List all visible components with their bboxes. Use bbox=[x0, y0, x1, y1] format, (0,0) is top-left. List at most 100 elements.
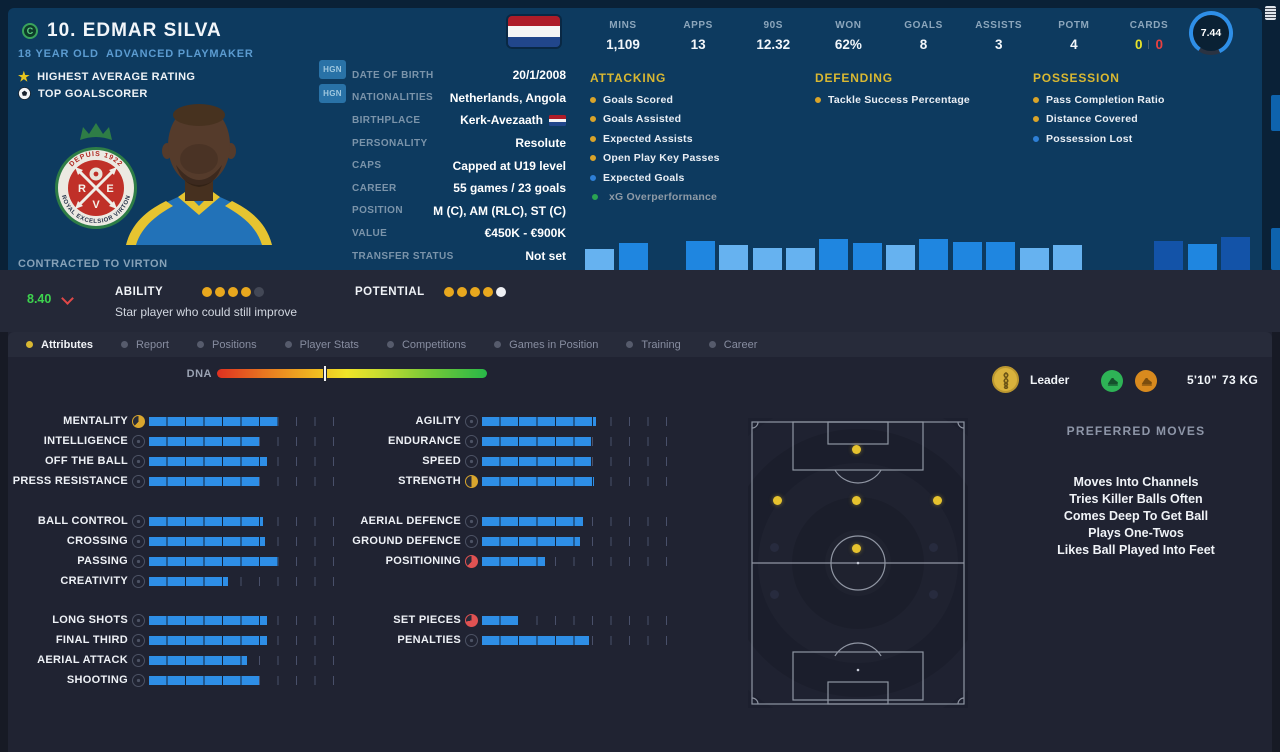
gold-rating-dot bbox=[470, 287, 480, 297]
side-tab[interactable] bbox=[1271, 228, 1280, 270]
gold-ring-bullet-icon bbox=[1033, 116, 1039, 123]
form-square[interactable] bbox=[719, 245, 748, 270]
metric-item[interactable]: xG Overperformance bbox=[590, 188, 720, 208]
stat-mins: MINS 1,109 bbox=[586, 14, 660, 58]
blue-ring-bullet-icon bbox=[590, 174, 596, 181]
form-square[interactable] bbox=[986, 242, 1015, 270]
attribute-bar bbox=[482, 536, 667, 546]
detail-value-text: Netherlands, Angola bbox=[449, 90, 566, 105]
badge-monogram-e: E bbox=[106, 183, 113, 195]
preferred-moves-panel: PREFERRED MOVES Moves Into Channels Tries… bbox=[1008, 424, 1264, 559]
form-square[interactable] bbox=[953, 242, 982, 270]
attribute-label: ENDURANCE bbox=[388, 435, 461, 447]
player-height: 5'10" bbox=[1187, 373, 1218, 387]
attribute-row: CREATIVITY bbox=[8, 571, 334, 591]
stat-cards: CARDS 0 0 bbox=[1112, 14, 1186, 58]
list-icon[interactable] bbox=[1265, 6, 1276, 20]
tab-training[interactable]: Training bbox=[612, 332, 694, 357]
attribute-label: AERIAL ATTACK bbox=[37, 654, 128, 666]
attributes-column-left: MENTALITY INTELLIGENCE OFF THE BALL PRESS R… bbox=[8, 411, 334, 690]
tab-player-stats[interactable]: Player Stats bbox=[271, 332, 373, 357]
average-rating-value: 7.44 bbox=[1200, 27, 1222, 39]
metric-item[interactable]: Tackle Success Percentage bbox=[815, 90, 970, 110]
attributes-column-right: AGILITY ENDURANCE SPEED STRENGTH AERIAL DEFE… bbox=[341, 411, 667, 650]
form-square[interactable] bbox=[1188, 244, 1217, 270]
tab-dot-icon bbox=[626, 341, 634, 348]
metric-item[interactable]: Goals Assisted bbox=[590, 110, 720, 130]
metric-item[interactable]: Open Play Key Passes bbox=[590, 149, 720, 169]
attribute-gauge-icon bbox=[132, 534, 145, 548]
form-square[interactable] bbox=[1154, 241, 1183, 270]
form-square[interactable] bbox=[585, 249, 614, 270]
attribute-gauge-icon bbox=[465, 474, 478, 488]
form-square[interactable] bbox=[853, 243, 882, 270]
player-name: 10. EDMAR SILVA bbox=[47, 20, 222, 41]
attribute-bar-fill bbox=[149, 675, 260, 685]
tab-positions[interactable]: Positions bbox=[183, 332, 271, 357]
stat-label: WON bbox=[835, 20, 862, 31]
flag-stripe bbox=[549, 122, 566, 126]
stat-potm: POTM 4 bbox=[1037, 14, 1111, 58]
metric-item[interactable]: Expected Goals bbox=[590, 168, 720, 188]
metric-item[interactable]: Expected Assists bbox=[590, 129, 720, 149]
detail-label: DATE OF BIRTH bbox=[352, 69, 434, 81]
form-square[interactable] bbox=[819, 239, 848, 270]
numeric-rating: 8.40 bbox=[27, 292, 52, 306]
form-square[interactable] bbox=[886, 245, 915, 270]
stat-label: GOALS bbox=[904, 20, 943, 31]
badge-monogram-v: V bbox=[92, 199, 100, 211]
tab-report[interactable]: Report bbox=[107, 332, 183, 357]
detail-label: POSITION bbox=[352, 205, 403, 217]
attribute-gauge-icon bbox=[132, 653, 145, 667]
detail-label: NATIONALITIES bbox=[352, 92, 434, 104]
cards-separator bbox=[1148, 40, 1150, 49]
attribute-row: GROUND DEFENCE bbox=[341, 531, 667, 551]
attribute-bar-fill bbox=[482, 476, 595, 486]
preferred-moves-list: Moves Into Channels Tries Killer Balls Of… bbox=[1008, 474, 1264, 559]
form-square[interactable] bbox=[1221, 237, 1250, 270]
detail-value-text: 20/1/2008 bbox=[512, 68, 566, 83]
tab-career[interactable]: Career bbox=[695, 332, 772, 357]
attribute-bar bbox=[482, 635, 667, 645]
hgn-badge[interactable]: HGN bbox=[319, 84, 346, 103]
attribute-label: PENALTIES bbox=[397, 634, 461, 646]
detail-value: €450K - €900K bbox=[485, 226, 566, 240]
metric-item[interactable]: Distance Covered bbox=[1033, 110, 1165, 130]
gold-ring-bullet-icon bbox=[590, 96, 596, 103]
right-foot-boot-icon bbox=[1135, 370, 1157, 392]
attribute-gauge-icon bbox=[465, 633, 478, 647]
left-foot-boot-icon bbox=[1101, 370, 1123, 392]
metric-item[interactable]: Pass Completion Ratio bbox=[1033, 90, 1165, 110]
form-square[interactable] bbox=[786, 248, 815, 270]
attribute-gauge-icon bbox=[132, 454, 145, 468]
preferred-move: Likes Ball Played Into Feet bbox=[1057, 543, 1215, 557]
form-square[interactable] bbox=[753, 248, 782, 270]
attribute-bar bbox=[149, 556, 334, 566]
form-square[interactable] bbox=[1020, 248, 1049, 270]
metric-item[interactable]: Possession Lost bbox=[1033, 129, 1165, 149]
attribute-group: BALL CONTROL CROSSING PASSING CREATIVITY bbox=[8, 511, 334, 591]
attribute-gauge-icon bbox=[132, 514, 145, 528]
metric-section-attacking: ATTACKING Goals Scored Goals Assisted Expec… bbox=[590, 71, 720, 207]
form-square[interactable] bbox=[1053, 245, 1082, 270]
stat-goals: GOALS 8 bbox=[887, 14, 961, 58]
tab-dot-icon bbox=[386, 341, 394, 348]
side-tab[interactable] bbox=[1271, 95, 1280, 131]
tab-games-in-position[interactable]: Games in Position bbox=[480, 332, 612, 357]
metric-item[interactable]: Goals Scored bbox=[590, 90, 720, 110]
attribute-bar-fill bbox=[149, 576, 229, 586]
tab-dot-icon bbox=[26, 341, 33, 348]
form-square[interactable] bbox=[686, 241, 715, 270]
tab-attributes[interactable]: Attributes bbox=[12, 332, 107, 357]
attribute-row: AERIAL ATTACK bbox=[8, 650, 334, 670]
dna-helix-icon bbox=[1003, 371, 1008, 389]
tab-competitions[interactable]: Competitions bbox=[373, 332, 480, 357]
detail-value: M (C), AM (RLC), ST (C) bbox=[433, 204, 566, 218]
chevron-down-icon[interactable] bbox=[61, 292, 74, 305]
hgn-badge[interactable]: HGN bbox=[319, 60, 346, 79]
form-square[interactable] bbox=[619, 243, 648, 270]
form-square[interactable] bbox=[919, 239, 948, 270]
detail-value-text: Capped at U19 level bbox=[452, 158, 566, 173]
badge-monogram-r: R bbox=[78, 183, 86, 195]
